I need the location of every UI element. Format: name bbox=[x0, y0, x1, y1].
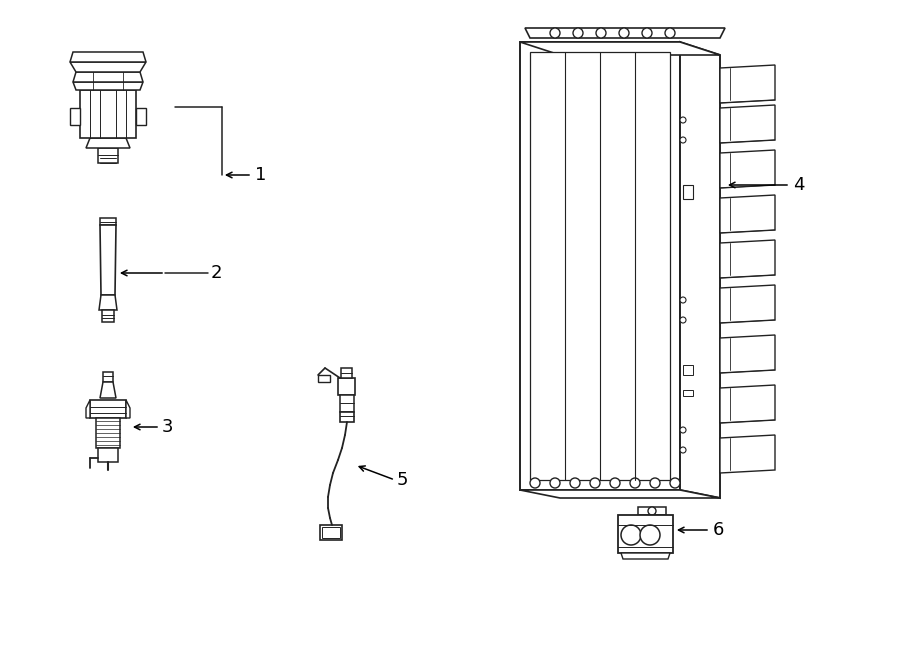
Text: 2: 2 bbox=[211, 264, 222, 282]
Text: 3: 3 bbox=[162, 418, 174, 436]
Polygon shape bbox=[102, 310, 114, 322]
Circle shape bbox=[648, 507, 656, 515]
Circle shape bbox=[610, 478, 620, 488]
Polygon shape bbox=[341, 368, 352, 378]
Polygon shape bbox=[70, 62, 146, 72]
Bar bbox=[683, 390, 693, 396]
Text: 1: 1 bbox=[255, 166, 266, 184]
Circle shape bbox=[596, 28, 606, 38]
Polygon shape bbox=[90, 400, 126, 418]
Polygon shape bbox=[520, 490, 720, 498]
Circle shape bbox=[680, 427, 686, 433]
Circle shape bbox=[550, 28, 560, 38]
Bar bbox=[322, 527, 340, 538]
Circle shape bbox=[621, 525, 641, 545]
Polygon shape bbox=[618, 515, 673, 553]
Text: 4: 4 bbox=[793, 176, 805, 194]
Polygon shape bbox=[525, 28, 725, 38]
Circle shape bbox=[573, 28, 583, 38]
Polygon shape bbox=[720, 285, 775, 323]
Circle shape bbox=[650, 478, 660, 488]
Polygon shape bbox=[338, 378, 355, 395]
Polygon shape bbox=[100, 218, 116, 225]
Circle shape bbox=[530, 478, 540, 488]
Circle shape bbox=[640, 525, 660, 545]
Polygon shape bbox=[720, 65, 775, 103]
Polygon shape bbox=[70, 52, 146, 62]
Circle shape bbox=[550, 478, 560, 488]
Circle shape bbox=[630, 478, 640, 488]
Polygon shape bbox=[680, 42, 720, 498]
Polygon shape bbox=[96, 418, 120, 448]
Text: 5: 5 bbox=[397, 471, 409, 489]
Polygon shape bbox=[520, 42, 720, 55]
Polygon shape bbox=[98, 448, 118, 462]
Polygon shape bbox=[100, 382, 116, 398]
Polygon shape bbox=[98, 148, 118, 163]
Polygon shape bbox=[70, 108, 80, 125]
Circle shape bbox=[642, 28, 652, 38]
Polygon shape bbox=[340, 412, 354, 422]
Polygon shape bbox=[340, 395, 354, 412]
Polygon shape bbox=[520, 42, 680, 490]
Polygon shape bbox=[86, 400, 90, 418]
Bar bbox=[683, 185, 693, 199]
Circle shape bbox=[680, 117, 686, 123]
Text: 6: 6 bbox=[713, 521, 725, 539]
Polygon shape bbox=[720, 385, 775, 423]
Circle shape bbox=[680, 317, 686, 323]
Circle shape bbox=[670, 478, 680, 488]
Polygon shape bbox=[73, 72, 143, 82]
Polygon shape bbox=[638, 507, 666, 515]
Polygon shape bbox=[136, 108, 146, 125]
Polygon shape bbox=[720, 150, 775, 188]
Polygon shape bbox=[720, 240, 775, 278]
Polygon shape bbox=[99, 295, 117, 310]
Bar bbox=[530, 52, 670, 480]
Circle shape bbox=[570, 478, 580, 488]
Polygon shape bbox=[720, 435, 775, 473]
Polygon shape bbox=[86, 138, 130, 148]
Circle shape bbox=[680, 297, 686, 303]
Circle shape bbox=[680, 137, 686, 143]
Polygon shape bbox=[100, 225, 116, 295]
Polygon shape bbox=[720, 335, 775, 373]
Circle shape bbox=[665, 28, 675, 38]
Polygon shape bbox=[621, 553, 670, 559]
Circle shape bbox=[680, 447, 686, 453]
Polygon shape bbox=[103, 372, 113, 382]
Polygon shape bbox=[126, 400, 130, 418]
Polygon shape bbox=[318, 375, 330, 382]
Polygon shape bbox=[80, 90, 136, 138]
Polygon shape bbox=[320, 525, 342, 540]
Polygon shape bbox=[720, 105, 775, 143]
Polygon shape bbox=[73, 82, 143, 90]
Bar bbox=[683, 365, 693, 375]
Polygon shape bbox=[720, 195, 775, 233]
Circle shape bbox=[619, 28, 629, 38]
Circle shape bbox=[590, 478, 600, 488]
